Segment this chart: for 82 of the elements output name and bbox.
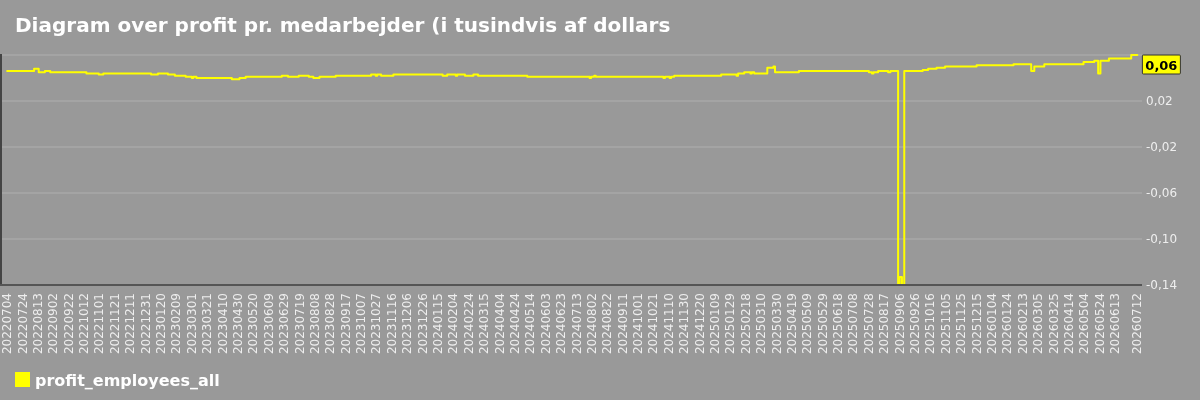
x-tick-label: 20260524 (1092, 293, 1107, 355)
x-tick-label: 20260414 (1061, 293, 1076, 355)
x-tick-label: 20230301 (184, 293, 199, 355)
x-tick-label: 20260504 (1077, 293, 1092, 355)
x-tick-label: 20240204 (446, 293, 461, 355)
x-tick-label: 20260305 (1031, 293, 1046, 355)
x-tick-label: 20260213 (1015, 293, 1030, 355)
x-tick-label: 20250310 (754, 293, 769, 355)
x-tick-label: 20250218 (738, 293, 753, 355)
x-tick-label: 20241110 (661, 293, 676, 355)
x-tick-label: 20250817 (877, 293, 892, 355)
x-tick-label: 20260613 (1108, 293, 1123, 355)
x-tick-label: 20250926 (908, 293, 923, 355)
x-tick-label: 20240911 (615, 293, 630, 355)
x-tick-label: 20260104 (984, 293, 999, 355)
x-tick-label: 20221012 (77, 293, 92, 355)
x-tick-label: 20220902 (46, 293, 61, 355)
x-tick-label: 20220724 (15, 293, 30, 355)
y-tick-label: -0,02 (1146, 140, 1178, 154)
x-tick-label: 20251016 (923, 293, 938, 355)
x-tick-label: 20230209 (169, 293, 184, 355)
x-tick-label: 20260325 (1046, 293, 1061, 355)
x-tick-label: 20230808 (307, 293, 322, 355)
x-tick-label: 20220813 (30, 293, 45, 355)
x-tick-label: 20241021 (646, 293, 661, 355)
x-tick-label: 20230917 (338, 293, 353, 355)
x-tick-label: 20240623 (554, 293, 569, 355)
x-tick-label: 20260124 (1000, 293, 1015, 355)
x-tick-label: 20220922 (61, 293, 76, 355)
x-tick-label: 20260712 (1130, 293, 1145, 355)
annotation: 0,06 (1145, 57, 1178, 72)
x-tick-label: 20241130 (677, 293, 692, 355)
x-tick-label: 20220704 (0, 293, 15, 355)
x-tick-label: 20221121 (107, 293, 122, 355)
x-tick-label: 20250129 (723, 293, 738, 355)
legend-label: profit_employees_all (35, 370, 220, 390)
x-tick-label: 20240603 (538, 293, 553, 355)
x-tick-label: 20231027 (369, 293, 384, 355)
x-tick-label: 20240424 (507, 293, 522, 355)
x-tick-label: 20230828 (323, 293, 338, 355)
x-tick-label: 20250419 (784, 293, 799, 355)
x-tick-label: 20230120 (154, 293, 169, 355)
x-tick-label: 20251125 (954, 293, 969, 355)
x-tick-label: 20241220 (692, 293, 707, 355)
x-tick-label: 20250728 (861, 293, 876, 355)
x-tick-label: 20231007 (354, 293, 369, 355)
x-tick-label: 20230520 (246, 293, 261, 355)
x-tick-label: 20240315 (477, 293, 492, 355)
x-tick-label: 20231226 (415, 293, 430, 355)
y-tick-label: -0,10 (1146, 232, 1178, 246)
x-tick-label: 20221101 (92, 293, 107, 355)
x-tick-label: 20240713 (569, 293, 584, 355)
x-tick-label: 20250509 (800, 293, 815, 355)
x-tick-label: 20250109 (707, 293, 722, 355)
x-tick-label: 20240224 (461, 293, 476, 355)
x-tick-label: 20251215 (969, 293, 984, 355)
x-tick-label: 20240115 (431, 293, 446, 355)
x-tick-label: 20221211 (123, 293, 138, 355)
x-tick-label: 20230629 (277, 293, 292, 355)
x-tick-label: 20250618 (831, 293, 846, 355)
x-tick-label: 20240802 (584, 293, 599, 355)
x-tick-label: 20251105 (938, 293, 953, 355)
x-tick-label: 20230321 (200, 293, 215, 355)
x-tick-label: 20240404 (492, 293, 507, 355)
x-tick-label: 20230719 (292, 293, 307, 355)
x-tick-label: 20230609 (261, 293, 276, 355)
x-tick-label: 20231116 (384, 293, 399, 355)
x-tick-label: 20221231 (138, 293, 153, 355)
y-tick-label: -0,06 (1146, 186, 1178, 200)
x-tick-label: 20231206 (400, 293, 415, 355)
x-tick-label: 20250529 (815, 293, 830, 355)
chart-title: Diagram over profit pr. medarbejder (i tusindvis af dollars (15, 13, 671, 37)
x-tick-label: 20230410 (215, 293, 230, 355)
x-tick-label: 20240822 (600, 293, 615, 355)
x-tick-label: 20240514 (523, 293, 538, 355)
x-tick-label: 20230430 (230, 293, 245, 355)
x-tick-label: 20250330 (769, 293, 784, 355)
x-tick-label: 20250906 (892, 293, 907, 355)
y-tick-label: 0,02 (1146, 94, 1173, 108)
x-tick-label: 20250708 (846, 293, 861, 355)
x-tick-label: 20241001 (631, 293, 646, 355)
y-tick-label: -0,14 (1146, 278, 1178, 292)
